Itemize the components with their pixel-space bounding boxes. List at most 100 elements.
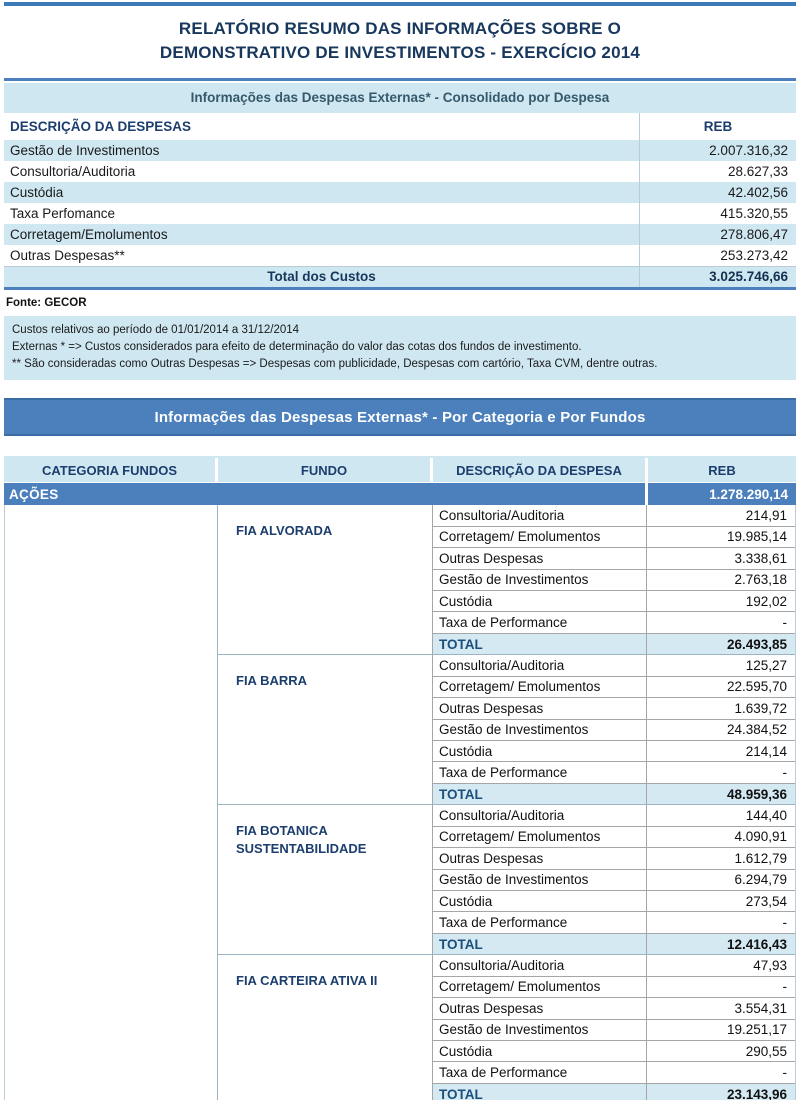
expense-value: - — [782, 979, 788, 995]
consolidated-expenses-table: DESCRIÇÃO DA DESPESAS REB Gestão de Inve… — [4, 112, 796, 290]
expense-value: 214,14 — [745, 743, 787, 759]
expense-label: Taxa de Performance — [433, 912, 647, 933]
table2-header-row: CATEGORIA FUNDOS FUNDO DESCRIÇÃO DA DESPES… — [4, 456, 796, 483]
page-title: RELATÓRIO RESUMO DAS INFORMAÇÕES SOBRE O… — [4, 17, 796, 65]
table2-header-cell: DESCRIÇÃO DA DESPESA — [433, 458, 648, 483]
expense-label: Gestão de Investimentos — [433, 869, 647, 891]
expense-label: Gestão de Investimentos — [433, 719, 647, 741]
expense-value: 278.806,47 — [720, 226, 788, 242]
expense-value: 28.627,33 — [727, 163, 788, 179]
expense-value: 3.338,61 — [734, 550, 787, 566]
table-row: Gestão de Investimentos 6.294,79 — [433, 868, 795, 891]
expense-label: Outras Despesas — [433, 698, 647, 719]
top-divider — [4, 2, 796, 6]
table1-total-value: 3.025.746,66 — [709, 269, 788, 285]
expense-value: 290,55 — [745, 1043, 787, 1059]
expense-value: - — [782, 915, 788, 931]
footnote-line: Custos relativos ao período de 01/01/201… — [12, 323, 300, 336]
fund-total-value: 23.143,96 — [726, 1086, 787, 1100]
expense-value: 125,27 — [745, 658, 787, 674]
table-row: Consultoria/Auditoria 214,91 — [433, 505, 795, 526]
expense-label: Corretagem/ Emolumentos — [433, 826, 647, 848]
table2-header-cell: FUNDO — [218, 458, 433, 483]
fund-block: FIA BOTANICA SUSTENTABILIDADE Consultoria… — [218, 805, 795, 956]
fund-total-value: 26.493,85 — [726, 636, 787, 652]
table1-rows: Gestão de Investimentos 2.007.316,32 Consu… — [4, 139, 796, 266]
expense-label: Consultoria/Auditoria — [433, 805, 647, 826]
expense-value: 253.273,42 — [720, 247, 788, 263]
table2-header-cell: REB — [648, 458, 796, 483]
expense-value: 2.007.316,32 — [709, 142, 788, 158]
page-title-line1: RELATÓRIO RESUMO DAS INFORMAÇÕES SOBRE O — [178, 19, 622, 38]
expense-label: Outras Despesas — [433, 548, 647, 569]
expense-value: 192,02 — [745, 593, 787, 609]
expense-value: 1.639,72 — [734, 700, 787, 716]
expense-value: - — [782, 1065, 788, 1081]
page-title-line2: DEMONSTRATIVO DE INVESTIMENTOS - EXERCÍC… — [159, 42, 641, 62]
expense-label: Gestão de Investimentos — [433, 1019, 647, 1041]
expense-value: 42.402,56 — [727, 184, 788, 200]
fund-block: FIA BARRA Consultoria/Auditoria 125,27 Corr… — [218, 655, 795, 806]
fund-name: FIA BOTANICA SUSTENTABILIDADE — [218, 805, 433, 955]
expense-label: Consultoria/Auditoria — [433, 955, 647, 976]
table1-header-row: DESCRIÇÃO DA DESPESAS REB — [4, 112, 796, 140]
table-row: Taxa Perfomance 415.320,55 — [4, 202, 796, 224]
table-row: Outras Despesas 1.612,79 — [433, 847, 795, 869]
expense-label: Outras Despesas** — [4, 244, 640, 266]
expense-value: 19.985,14 — [726, 529, 787, 545]
table-row: Outras Despesas 3.338,61 — [433, 547, 795, 569]
fund-total-row: TOTAL 12.416,43 — [433, 932, 795, 955]
table1-total-label: Total dos Custos — [4, 266, 640, 287]
table-row: Custódia 290,55 — [433, 1040, 795, 1062]
footnote-line: ** São consideradas como Outras Despesas… — [12, 358, 658, 371]
category-funds-empty-cell — [5, 505, 218, 1100]
expense-label: Outras Despesas — [433, 998, 647, 1019]
expense-label: Consultoria/Auditoria — [4, 160, 640, 182]
source-note: Fonte: GECOR — [6, 296, 87, 309]
expense-label: Corretagem/Emolumentos — [4, 223, 640, 245]
table-row: Custódia 42.402,56 — [4, 181, 796, 203]
table-row: Corretagem/ Emolumentos 19.985,14 — [433, 525, 795, 548]
expense-value: 415.320,55 — [720, 205, 788, 221]
table-row: Gestão de Investimentos 19.251,17 — [433, 1018, 795, 1041]
fund-expense-rows: Consultoria/Auditoria 125,27 Corretagem/ E… — [433, 655, 795, 805]
footnotes-box: Custos relativos ao período de 01/01/201… — [4, 315, 796, 381]
expense-value: 24.384,52 — [726, 722, 787, 738]
expense-label: Outras Despesas — [433, 848, 647, 869]
fund-total-label: TOTAL — [433, 933, 647, 955]
category-total: 1.278.290,14 — [709, 486, 788, 502]
table1-header-description: DESCRIÇÃO DA DESPESAS — [4, 112, 640, 140]
table-row: Taxa de Performance - — [433, 1061, 795, 1083]
fund-name: FIA BARRA — [218, 655, 433, 805]
fund-total-row: TOTAL 48.959,36 — [433, 782, 795, 805]
expense-value: 2.763,18 — [734, 572, 787, 588]
expense-value: 3.554,31 — [734, 1000, 787, 1016]
expense-label: Taxa de Performance — [433, 612, 647, 633]
table-row: Taxa de Performance - — [433, 611, 795, 633]
category-name: AÇÕES — [4, 483, 648, 506]
fund-total-row: TOTAL 26.493,85 — [433, 632, 795, 655]
fund-total-label: TOTAL — [433, 633, 647, 655]
expense-value: 273,54 — [745, 893, 787, 909]
expense-value: 22.595,70 — [726, 679, 787, 695]
table-row: Gestão de Investimentos 2.007.316,32 — [4, 139, 796, 161]
table-row: Consultoria/Auditoria 47,93 — [433, 955, 795, 976]
table-row: Corretagem/Emolumentos 278.806,47 — [4, 223, 796, 245]
expense-label: Custódia — [433, 891, 647, 912]
fund-total-value: 12.416,43 — [726, 936, 787, 952]
expense-value: 1.612,79 — [734, 850, 787, 866]
table-row: Gestão de Investimentos 2.763,18 — [433, 568, 795, 591]
expense-label: Custódia — [433, 591, 647, 612]
expense-label: Custódia — [433, 1041, 647, 1062]
table1-header-reb: REB — [703, 118, 733, 134]
fund-blocks: FIA ALVORADA Consultoria/Auditoria 214,91 C… — [218, 505, 795, 1100]
table-row: Outras Despesas 3.554,31 — [433, 997, 795, 1019]
table-row: Corretagem/ Emolumentos 22.595,70 — [433, 675, 795, 698]
table1-total-row: Total dos Custos 3.025.746,66 — [4, 265, 796, 290]
expense-label: Custódia — [433, 741, 647, 762]
expense-label: Custódia — [4, 181, 640, 203]
expense-label: Gestão de Investimentos — [433, 569, 647, 591]
table1-top-divider — [4, 77, 796, 81]
table-row: Outras Despesas** 253.273,42 — [4, 244, 796, 266]
